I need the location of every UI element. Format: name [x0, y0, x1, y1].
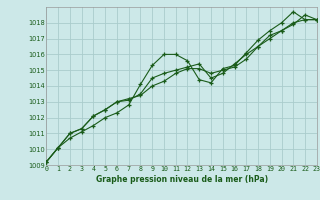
X-axis label: Graphe pression niveau de la mer (hPa): Graphe pression niveau de la mer (hPa) [96, 175, 268, 184]
